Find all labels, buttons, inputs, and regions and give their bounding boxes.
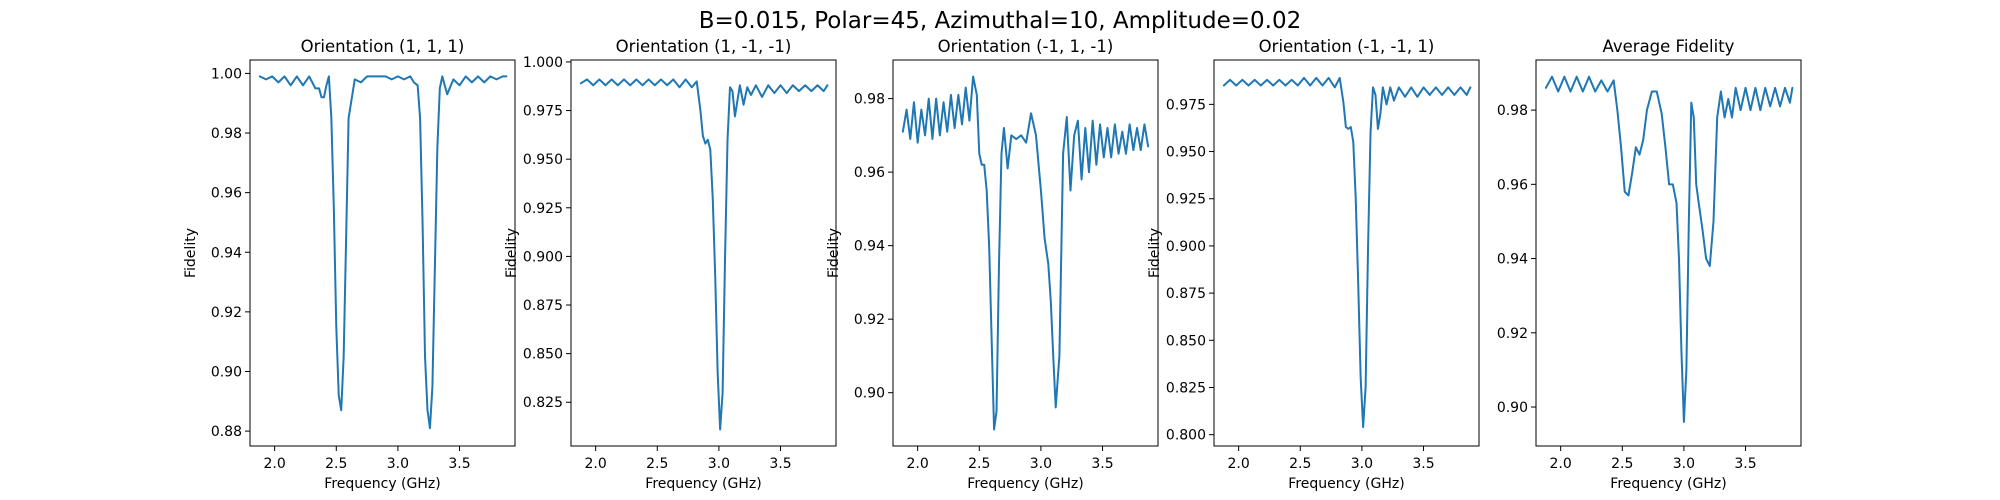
y-axis-label: Fidelity — [826, 228, 842, 278]
x-tick-label: 2.0 — [585, 456, 607, 472]
x-tick-label: 3.5 — [448, 456, 470, 472]
x-tick-label: 2.0 — [907, 456, 929, 472]
y-tick-label: 0.90 — [1497, 400, 1528, 416]
plot-frame — [1213, 59, 1480, 447]
subplots: Orientation (1, 1, 1) 2.0 2.5 3.0 3.5 0.88 0.9… — [183, 37, 1802, 492]
subplot-2: Orientation (1, -1, -1) 2.0 2.5 3.0 3.5 0.825… — [504, 37, 837, 492]
x-tick-label: 2.0 — [1550, 456, 1572, 472]
y-tick-label: 0.98 — [854, 92, 885, 108]
x-axis-label: Frequency (GHz) — [1288, 476, 1404, 492]
x-axis-label: Frequency (GHz) — [1610, 476, 1726, 492]
y-tick-label: 0.92 — [1497, 326, 1528, 342]
x-tick-label: 3.0 — [1351, 456, 1373, 472]
x-tick-label: 2.5 — [1611, 456, 1633, 472]
y-tick-label: 0.875 — [1166, 286, 1206, 302]
x-tick-label: 3.0 — [1030, 456, 1052, 472]
x-tick-label: 3.0 — [387, 456, 409, 472]
y-axis-label: Fidelity — [504, 228, 520, 278]
subplot-title: Orientation (-1, 1, -1) — [938, 37, 1114, 56]
y-tick-label: 0.825 — [523, 395, 563, 411]
y-tick-label: 0.925 — [1166, 192, 1206, 208]
subplot-title: Orientation (1, 1, 1) — [301, 37, 465, 56]
series-line — [579, 78, 829, 431]
y-tick-label: 0.98 — [1497, 103, 1528, 119]
y-tick-label: 0.96 — [854, 165, 885, 181]
figure-suptitle: B=0.015, Polar=45, Azimuthal=10, Amplitu… — [699, 8, 1302, 34]
x-tick-label: 3.5 — [769, 456, 791, 472]
x-tick-label: 2.0 — [264, 456, 286, 472]
y-tick-label: 0.94 — [211, 245, 242, 261]
plot-frame — [570, 59, 837, 447]
series-line — [1544, 75, 1794, 423]
subplot-1: Orientation (1, 1, 1) 2.0 2.5 3.0 3.5 0.88 0.9… — [183, 37, 516, 492]
plot-frame — [249, 59, 516, 447]
y-tick-label: 0.96 — [1497, 177, 1528, 193]
series-line — [901, 75, 1150, 431]
y-tick-label: 0.900 — [1166, 239, 1206, 255]
y-tick-label: 0.925 — [523, 201, 563, 217]
y-tick-label: 0.950 — [1166, 145, 1206, 161]
series-line — [1222, 76, 1472, 429]
y-axis-label: Fidelity — [183, 228, 199, 278]
x-tick-label: 3.5 — [1734, 456, 1756, 472]
y-tick-label: 1.00 — [211, 66, 242, 82]
subplot-title: Average Fidelity — [1603, 37, 1735, 56]
subplot-4: Orientation (-1, -1, 1) 2.0 2.5 3.0 3.5 0.800… — [1147, 37, 1480, 492]
x-tick-label: 2.5 — [325, 456, 347, 472]
y-tick-label: 0.98 — [211, 126, 242, 142]
y-tick-label: 0.92 — [211, 305, 242, 321]
x-tick-label: 3.0 — [708, 456, 730, 472]
x-tick-label: 3.5 — [1412, 456, 1434, 472]
y-tick-label: 0.88 — [211, 424, 242, 440]
y-tick-label: 0.92 — [854, 312, 885, 328]
y-tick-label: 0.94 — [854, 239, 885, 255]
subplot-5: Average Fidelity 2.0 2.5 3.0 3.5 0.90 0.92 0.94… — [1497, 37, 1802, 492]
subplot-3: Orientation (-1, 1, -1) 2.0 2.5 3.0 3.5 0.90 0… — [826, 37, 1159, 492]
plot-frame — [1535, 59, 1802, 447]
x-tick-label: 3.5 — [1091, 456, 1113, 472]
x-tick-label: 2.0 — [1228, 456, 1250, 472]
y-tick-label: 0.850 — [523, 347, 563, 363]
y-tick-label: 0.90 — [211, 364, 242, 380]
series-line — [258, 75, 508, 430]
y-tick-label: 0.96 — [211, 186, 242, 202]
y-tick-label: 0.975 — [1166, 97, 1206, 113]
y-tick-label: 0.825 — [1166, 380, 1206, 396]
x-tick-label: 2.5 — [1289, 456, 1311, 472]
y-tick-label: 0.950 — [523, 152, 563, 168]
y-tick-label: 0.850 — [1166, 333, 1206, 349]
subplot-title: Orientation (-1, -1, 1) — [1259, 37, 1435, 56]
y-tick-label: 0.875 — [523, 298, 563, 314]
y-axis-label: Fidelity — [1147, 228, 1163, 278]
subplot-title: Orientation (1, -1, -1) — [616, 37, 792, 56]
x-axis-label: Frequency (GHz) — [967, 476, 1083, 492]
y-tick-label: 0.800 — [1166, 428, 1206, 444]
y-tick-label: 0.900 — [523, 249, 563, 265]
y-tick-label: 0.975 — [523, 104, 563, 120]
x-tick-label: 2.5 — [646, 456, 668, 472]
plot-frame — [892, 59, 1159, 447]
x-axis-label: Frequency (GHz) — [645, 476, 761, 492]
x-axis-label: Frequency (GHz) — [324, 476, 440, 492]
y-tick-label: 1.000 — [523, 55, 563, 71]
y-tick-label: 0.94 — [1497, 252, 1528, 268]
x-tick-label: 3.0 — [1673, 456, 1695, 472]
x-tick-label: 2.5 — [968, 456, 990, 472]
y-tick-label: 0.90 — [854, 386, 885, 402]
